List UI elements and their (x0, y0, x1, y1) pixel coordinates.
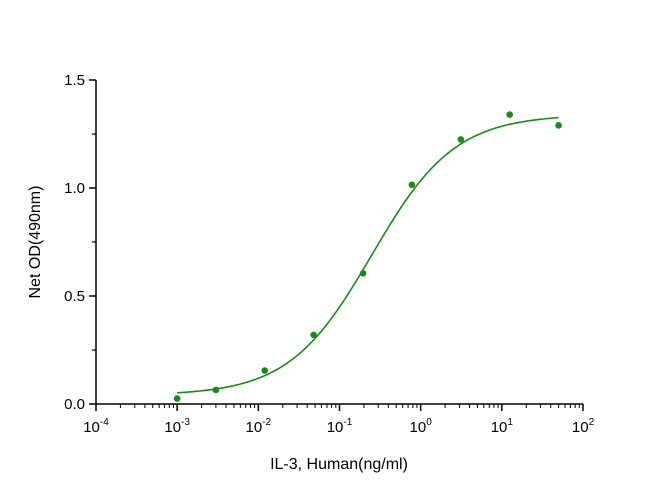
data-point (457, 136, 465, 143)
data-point (173, 395, 181, 402)
data-point (506, 111, 513, 118)
x-tick-label: 10-1 (327, 417, 353, 436)
data-point (408, 181, 416, 189)
data-point (310, 331, 317, 339)
data-point (359, 270, 367, 277)
x-tick-label: 101 (491, 417, 514, 436)
y-tick-label: 0.5 (64, 288, 85, 305)
data-point (212, 386, 220, 394)
fit-curve (177, 116, 559, 394)
y-axis: 0.0 0.5 1.0 1.5 (64, 72, 97, 413)
x-tick-label: 102 (572, 417, 595, 436)
data-point (261, 367, 269, 374)
y-tick-label: 1.5 (64, 72, 85, 89)
x-axis: 10-4 10-3 10-2 10-1 100 101 102 (83, 403, 595, 436)
x-tick-label: 10-3 (164, 417, 190, 436)
data-point (555, 122, 562, 129)
y-tick-label: 1.0 (64, 180, 85, 197)
x-tick-label: 100 (410, 417, 433, 436)
x-tick-label: 10-2 (246, 417, 272, 436)
y-axis-title: Net OD(490nm) (27, 186, 44, 299)
x-axis-title: IL-3, Human(ng/ml) (270, 456, 408, 473)
x-tick-label: 10-4 (83, 417, 109, 436)
y-tick-label: 0.0 (64, 396, 85, 413)
